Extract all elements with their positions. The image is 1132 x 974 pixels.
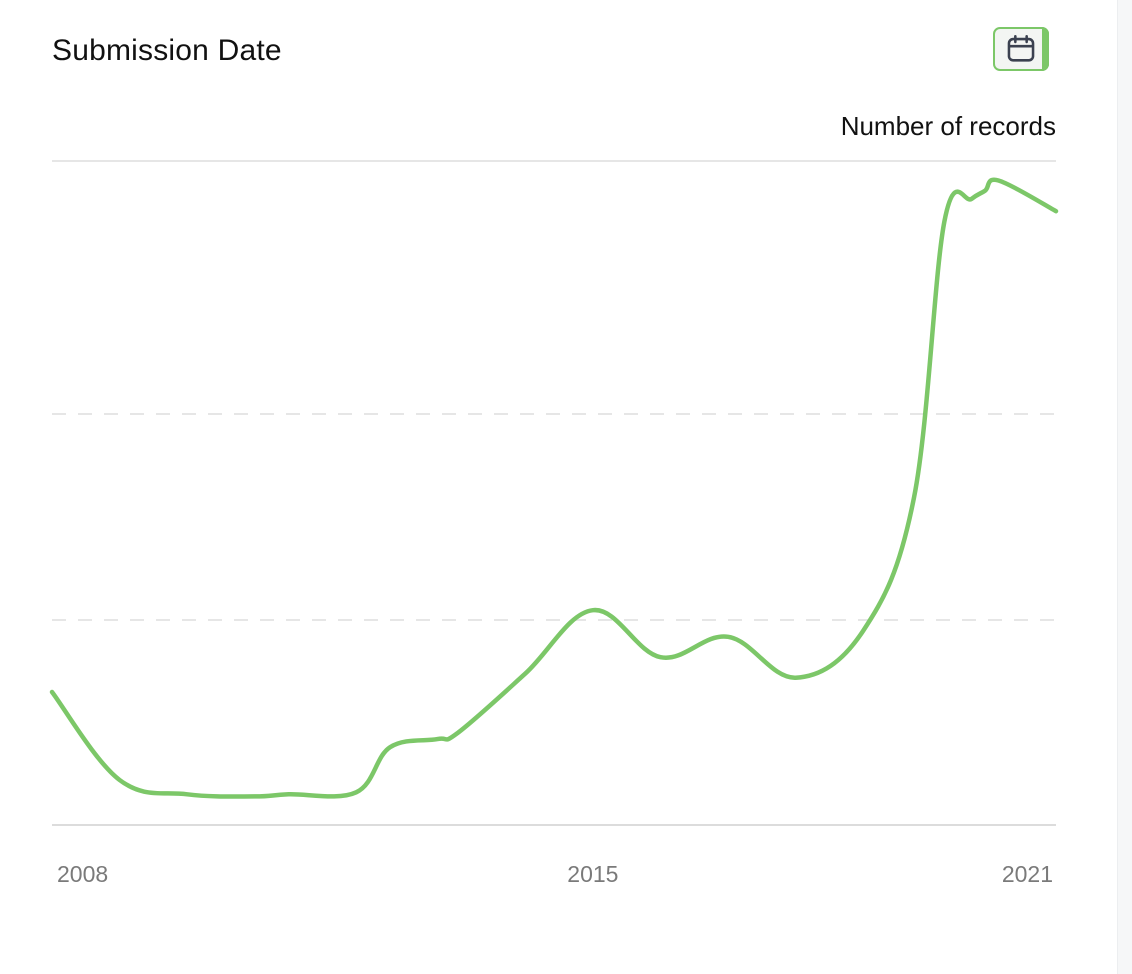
calendar-button[interactable] xyxy=(993,27,1049,71)
series-line-number-of-records xyxy=(49,177,1059,799)
calendar-icon xyxy=(1007,34,1035,62)
chart-title: Submission Date xyxy=(52,34,282,67)
x-tick-label-2015: 2015 xyxy=(567,861,618,887)
y-axis-label: Number of records xyxy=(840,111,1056,141)
x-tick-label-2008: 2008 xyxy=(57,861,108,887)
x-axis-ticks: 2008 2015 2021 xyxy=(57,861,1053,887)
scroll-edge xyxy=(1117,0,1132,974)
x-tick-label-2021: 2021 xyxy=(1002,861,1053,887)
